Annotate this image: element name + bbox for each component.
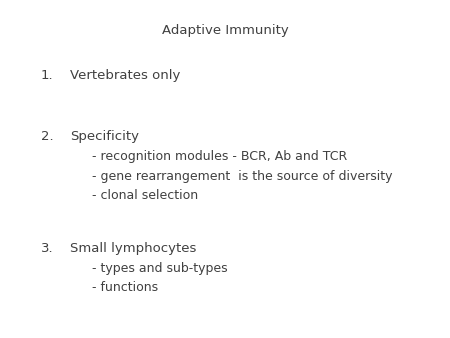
Text: Vertebrates only: Vertebrates only: [70, 69, 180, 82]
Text: 1.: 1.: [40, 69, 53, 82]
Text: Small lymphocytes: Small lymphocytes: [70, 242, 196, 255]
Text: - gene rearrangement  is the source of diversity: - gene rearrangement is the source of di…: [92, 170, 393, 183]
Text: - types and sub-types: - types and sub-types: [92, 262, 228, 275]
Text: Adaptive Immunity: Adaptive Immunity: [162, 24, 288, 37]
Text: 2.: 2.: [40, 130, 53, 143]
Text: Specificity: Specificity: [70, 130, 139, 143]
Text: - functions: - functions: [92, 281, 158, 294]
Text: - clonal selection: - clonal selection: [92, 189, 198, 202]
Text: - recognition modules - BCR, Ab and TCR: - recognition modules - BCR, Ab and TCR: [92, 150, 347, 163]
Text: 3.: 3.: [40, 242, 53, 255]
